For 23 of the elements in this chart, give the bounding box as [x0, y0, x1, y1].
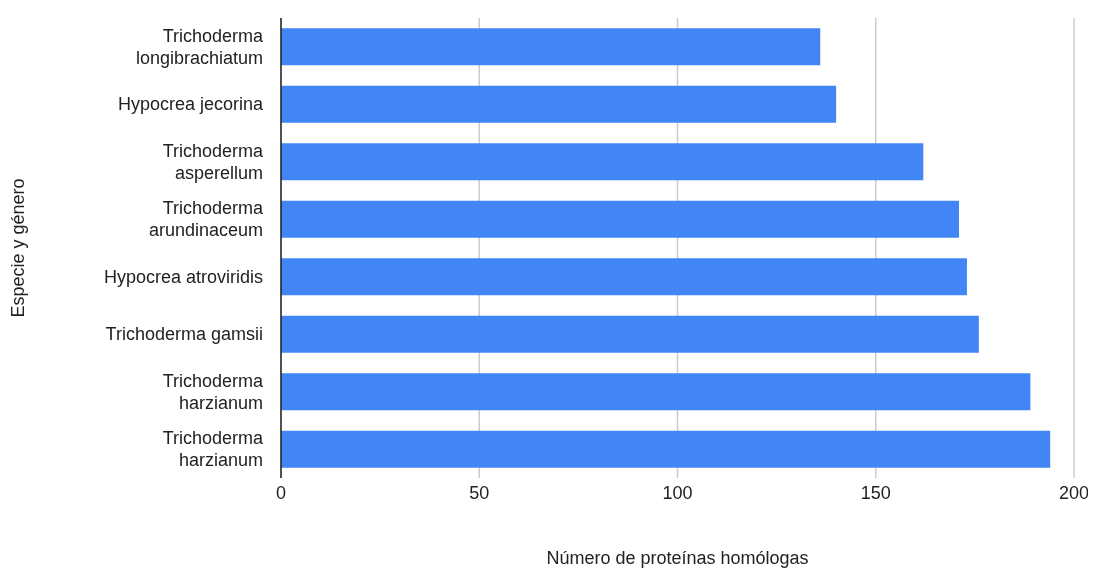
y-tick-label: Hypocrea atroviridis — [103, 266, 263, 287]
y-tick-label: Trichoderma arundinaceum — [148, 198, 264, 241]
bar — [281, 315, 979, 353]
y-tick-label: Trichoderma harzianum — [162, 428, 264, 471]
y-tick-label: Trichoderma harzianum — [162, 370, 264, 413]
bar — [281, 258, 967, 296]
x-tick-label: 100 — [662, 482, 693, 503]
bar — [281, 85, 837, 123]
x-tick-label: 150 — [860, 482, 891, 503]
bar — [281, 143, 924, 181]
bar — [281, 28, 821, 66]
x-tick-label: 0 — [275, 482, 287, 503]
y-tick-label: Hypocrea jecorina — [117, 94, 264, 115]
y-tick-label: Trichoderma asperellum — [162, 140, 264, 183]
y-axis-title: Especie y género — [8, 178, 29, 318]
x-tick-label: 50 — [469, 482, 490, 503]
x-tick-label: 200 — [1058, 482, 1090, 503]
bar — [281, 373, 1031, 411]
bar — [281, 200, 960, 238]
bar — [281, 430, 1051, 468]
y-tick-label: Trichoderma longibrachiatum — [135, 25, 264, 68]
x-axis-title: Número de proteínas homólogas — [546, 548, 809, 568]
y-tick-label: Trichoderma gamsii — [105, 324, 263, 345]
